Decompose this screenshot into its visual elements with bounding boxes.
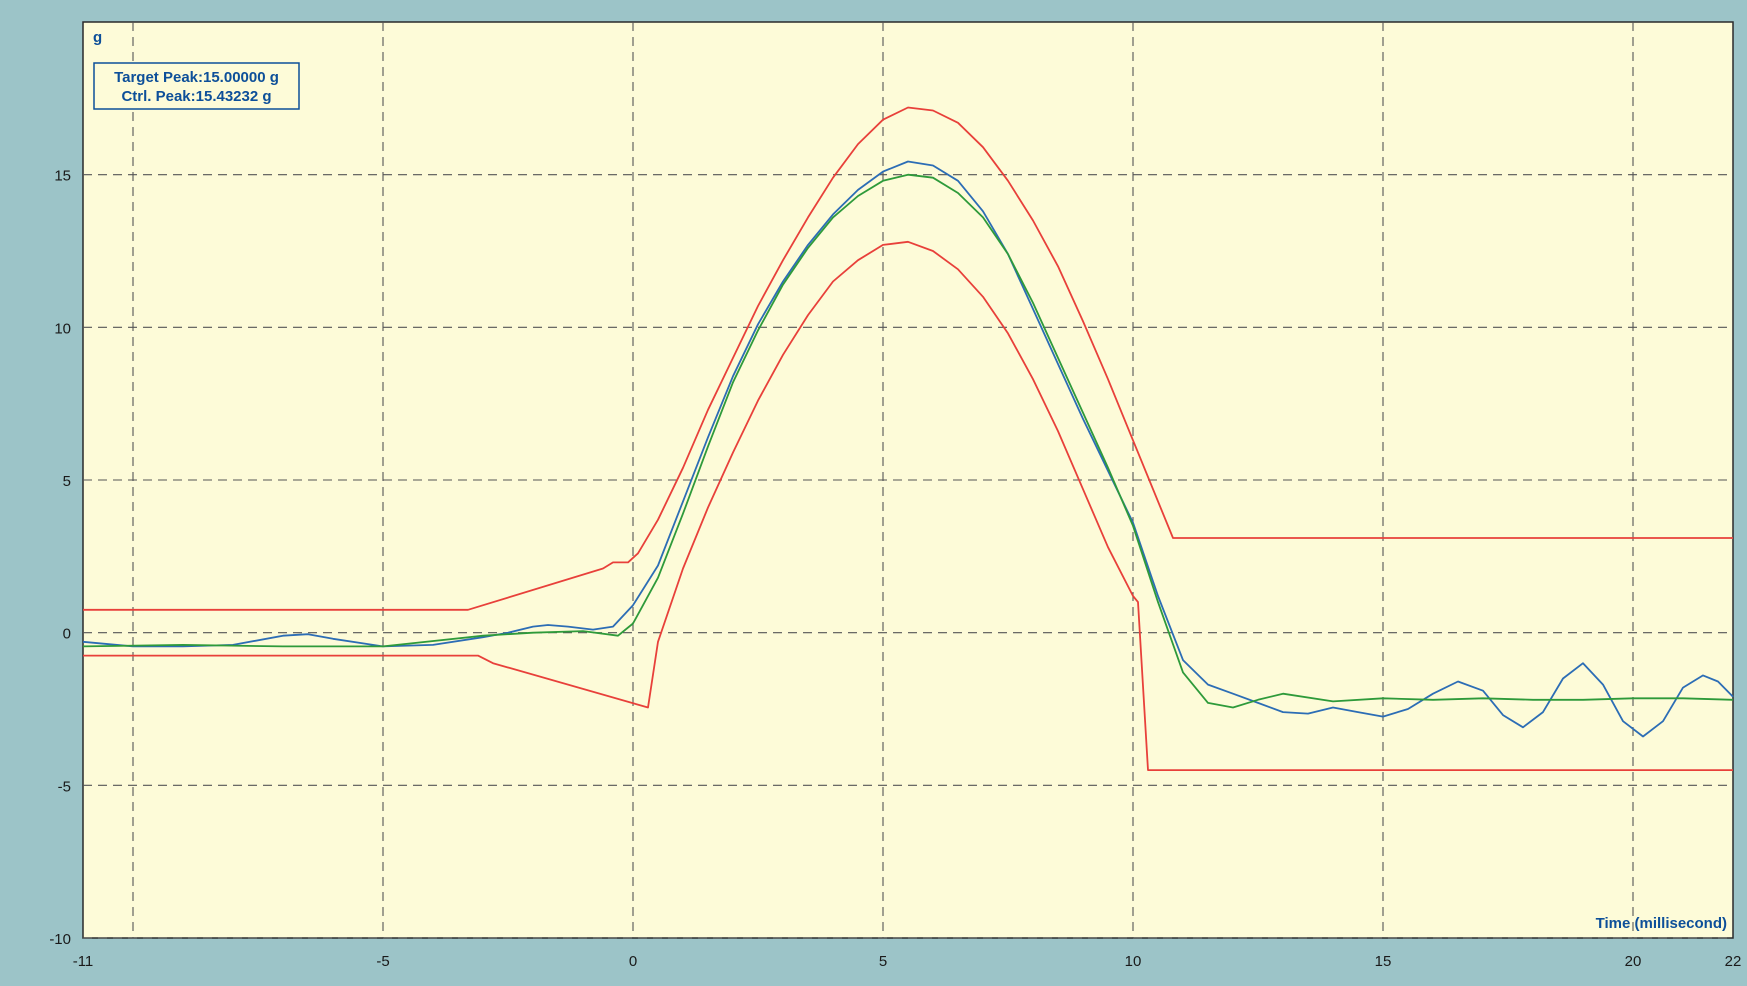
y-tick-label: 15	[54, 168, 71, 185]
y-tick-label: -5	[58, 778, 71, 795]
x-tick-label: 5	[879, 953, 887, 970]
y-tick-label: 0	[63, 626, 71, 643]
grid-lines	[83, 22, 1733, 939]
x-tick-label: -5	[376, 953, 389, 970]
y-tick-label: -10	[49, 931, 71, 948]
target-peak-label: Target Peak:15.00000 g	[114, 69, 279, 86]
x-tick-label: 15	[1375, 953, 1392, 970]
series-line-upper-tolerance	[83, 106, 1733, 611]
peak-annotation-box: Target Peak:15.00000 g Ctrl. Peak:15.432…	[93, 62, 300, 110]
ctrl-peak-label: Ctrl. Peak:15.43232 g	[121, 88, 271, 105]
x-tick-label: -11	[73, 953, 94, 970]
x-axis-label: Time (millisecond)	[1596, 915, 1727, 932]
x-tick-label: 10	[1125, 953, 1142, 970]
series-line-lower-tolerance	[83, 240, 1733, 771]
y-axis-label: g	[93, 29, 102, 46]
peak-box-border	[93, 62, 300, 110]
y-tick-label: 5	[63, 473, 71, 490]
y-tick-label: 10	[54, 320, 71, 337]
series-lines	[82, 106, 1734, 771]
series-line-control-signal	[82, 160, 1734, 738]
x-tick-label: 22	[1725, 953, 1742, 970]
series-line-reference-pulse	[82, 173, 1734, 709]
x-tick-label: 20	[1625, 953, 1642, 970]
x-tick-label: 0	[629, 953, 637, 970]
tick-labels: -11 -5 0 5 10 15 20 22 -10 -5 0 5 10 15	[49, 168, 1741, 970]
